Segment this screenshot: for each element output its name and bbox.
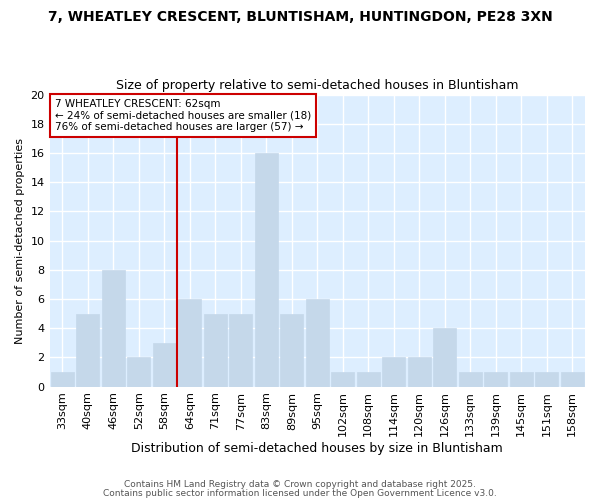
Y-axis label: Number of semi-detached properties: Number of semi-detached properties: [15, 138, 25, 344]
Bar: [229, 314, 252, 386]
Text: Contains HM Land Registry data © Crown copyright and database right 2025.: Contains HM Land Registry data © Crown c…: [124, 480, 476, 489]
Bar: [51, 372, 74, 386]
Bar: [459, 372, 482, 386]
Bar: [382, 358, 405, 386]
Bar: [255, 153, 278, 386]
X-axis label: Distribution of semi-detached houses by size in Bluntisham: Distribution of semi-detached houses by …: [131, 442, 503, 455]
Bar: [357, 372, 380, 386]
Text: 7, WHEATLEY CRESCENT, BLUNTISHAM, HUNTINGDON, PE28 3XN: 7, WHEATLEY CRESCENT, BLUNTISHAM, HUNTIN…: [47, 10, 553, 24]
Bar: [331, 372, 354, 386]
Bar: [204, 314, 227, 386]
Bar: [535, 372, 558, 386]
Bar: [178, 299, 201, 386]
Text: 7 WHEATLEY CRESCENT: 62sqm
← 24% of semi-detached houses are smaller (18)
76% of: 7 WHEATLEY CRESCENT: 62sqm ← 24% of semi…: [55, 99, 311, 132]
Bar: [433, 328, 456, 386]
Title: Size of property relative to semi-detached houses in Bluntisham: Size of property relative to semi-detach…: [116, 79, 518, 92]
Bar: [510, 372, 533, 386]
Bar: [408, 358, 431, 386]
Bar: [484, 372, 507, 386]
Bar: [280, 314, 303, 386]
Bar: [153, 343, 176, 386]
Bar: [102, 270, 125, 386]
Bar: [306, 299, 329, 386]
Bar: [76, 314, 99, 386]
Bar: [561, 372, 584, 386]
Text: Contains public sector information licensed under the Open Government Licence v3: Contains public sector information licen…: [103, 488, 497, 498]
Bar: [127, 358, 150, 386]
